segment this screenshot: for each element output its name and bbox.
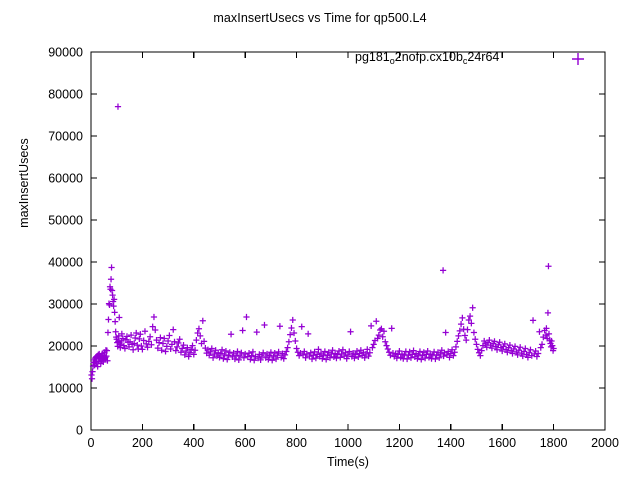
- svg-text:90000: 90000: [48, 46, 83, 60]
- svg-text:80000: 80000: [48, 88, 83, 102]
- svg-text:20000: 20000: [48, 340, 83, 354]
- svg-text:0: 0: [76, 424, 83, 438]
- legend-entry-label: pg181o2nofp.cx10bc24r64: [355, 50, 500, 66]
- legend-marker-plus-icon: [572, 53, 584, 65]
- svg-text:50000: 50000: [48, 214, 83, 228]
- svg-text:200: 200: [132, 436, 153, 450]
- svg-text:1400: 1400: [437, 436, 465, 450]
- svg-text:800: 800: [286, 436, 307, 450]
- svg-text:70000: 70000: [48, 130, 83, 144]
- svg-text:0: 0: [88, 436, 95, 450]
- svg-text:40000: 40000: [48, 256, 83, 270]
- data-series-points: [88, 103, 557, 382]
- svg-text:10000: 10000: [48, 382, 83, 396]
- svg-text:400: 400: [183, 436, 204, 450]
- axes-frame: [90, 51, 606, 431]
- svg-text:1000: 1000: [334, 436, 362, 450]
- svg-text:30000: 30000: [48, 298, 83, 312]
- svg-text:1800: 1800: [540, 436, 568, 450]
- svg-text:600: 600: [235, 436, 256, 450]
- svg-text:2000: 2000: [591, 436, 619, 450]
- y-tick-labels: 0 10000 20000 30000 40000 50000 60000 70000 8000…: [48, 46, 83, 438]
- x-tick-labels: 0 200 400 600 800 1000 1200 1400 1600 1800 2000: [88, 436, 619, 450]
- svg-text:1600: 1600: [488, 436, 516, 450]
- svg-text:60000: 60000: [48, 172, 83, 186]
- x-axis-label: Time(s): [327, 455, 369, 469]
- page-title: maxInsertUsecs vs Time for qp500.L4: [213, 11, 427, 25]
- svg-text:1200: 1200: [385, 436, 413, 450]
- tick-marks: [90, 51, 606, 431]
